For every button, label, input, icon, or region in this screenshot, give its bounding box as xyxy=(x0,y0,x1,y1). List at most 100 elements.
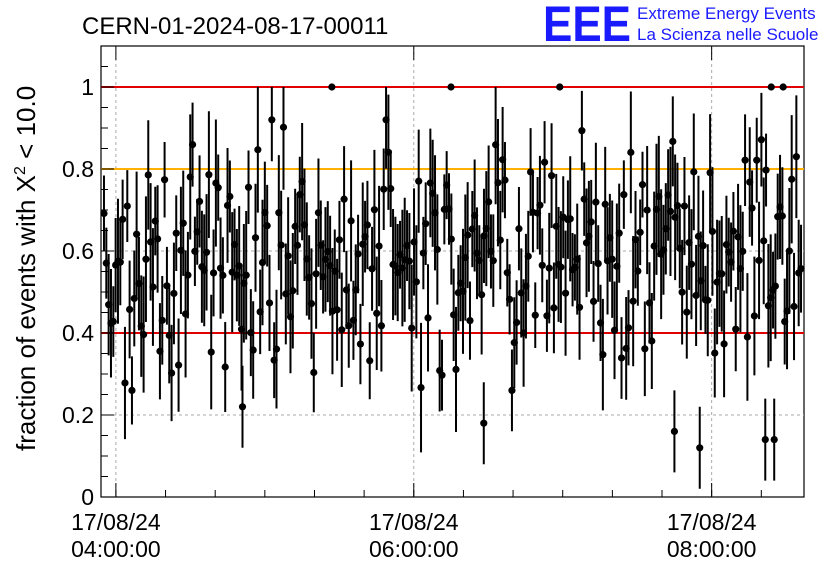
data-point xyxy=(466,317,474,325)
data-point xyxy=(785,247,793,255)
data-point xyxy=(202,248,211,256)
data-point xyxy=(550,304,558,312)
data-point xyxy=(666,207,675,216)
y-tick-labels: 0 0.2 0.4 0.6 0.8 1 xyxy=(62,74,94,510)
data-point xyxy=(170,289,178,298)
data-point xyxy=(608,255,616,263)
data-point xyxy=(732,325,740,333)
data-point xyxy=(696,444,704,452)
data-point xyxy=(415,177,423,185)
data-point xyxy=(244,183,253,191)
data-point xyxy=(790,302,798,311)
data-point xyxy=(328,83,336,91)
data-point xyxy=(513,318,521,327)
data-point xyxy=(673,201,682,210)
plot-area xyxy=(100,45,805,498)
data-point xyxy=(755,256,763,265)
data-point xyxy=(195,197,204,206)
data-point xyxy=(214,184,222,192)
data-point xyxy=(760,237,768,245)
data-point xyxy=(624,324,633,332)
y-title-symbol: X xyxy=(11,175,41,192)
data-point xyxy=(116,258,124,266)
data-point xyxy=(452,365,460,374)
data-point xyxy=(268,116,276,124)
data-point xyxy=(748,204,756,212)
data-point xyxy=(669,137,677,145)
data-point xyxy=(629,297,637,305)
data-point xyxy=(284,252,292,260)
data-point xyxy=(720,340,728,348)
data-point xyxy=(188,140,197,149)
data-point xyxy=(708,227,717,236)
data-point xyxy=(770,436,778,444)
data-point xyxy=(251,234,260,242)
data-point xyxy=(205,171,213,179)
data-point xyxy=(778,212,786,220)
data-point xyxy=(638,181,647,189)
x-tick-time: 06:00:00 xyxy=(369,536,459,562)
data-point xyxy=(144,171,152,179)
data-point xyxy=(172,229,180,237)
data-point xyxy=(335,236,344,244)
data-series xyxy=(100,83,805,489)
data-point xyxy=(741,156,749,164)
y-axis-title: fraction of events with X2 < 10.0 xyxy=(11,86,41,451)
data-point xyxy=(683,308,691,316)
data-point xyxy=(545,264,553,272)
data-point xyxy=(307,299,316,308)
data-point xyxy=(366,357,374,365)
data-point xyxy=(757,136,765,144)
y-tick-label: 0.8 xyxy=(62,156,94,182)
data-point xyxy=(279,123,288,131)
y-title-suffix: < 10.0 xyxy=(11,86,41,166)
data-point xyxy=(345,322,353,330)
data-point xyxy=(753,156,761,164)
x-tick-date: 17/08/24 xyxy=(71,509,161,535)
data-point xyxy=(254,146,262,154)
data-point xyxy=(587,218,595,226)
data-point xyxy=(641,345,649,353)
data-point xyxy=(506,295,514,303)
data-point xyxy=(277,241,285,249)
data-point xyxy=(126,305,134,314)
data-point xyxy=(547,172,556,180)
data-point xyxy=(380,185,388,193)
data-point xyxy=(424,314,432,322)
data-point xyxy=(739,247,747,255)
data-point xyxy=(209,269,218,277)
y-tick-label: 1 xyxy=(81,74,94,100)
data-point xyxy=(140,330,148,339)
data-point xyxy=(711,349,719,357)
data-point xyxy=(438,371,446,379)
data-point xyxy=(540,158,549,166)
data-point xyxy=(422,220,430,228)
data-point xyxy=(508,386,516,394)
y-tick-label: 0 xyxy=(81,484,94,510)
data-point xyxy=(160,176,169,184)
data-point xyxy=(767,83,775,91)
data-point xyxy=(128,386,136,394)
data-point xyxy=(338,326,346,334)
data-point xyxy=(634,267,642,275)
data-point xyxy=(561,289,570,297)
data-point xyxy=(179,219,187,227)
data-point xyxy=(249,346,257,354)
data-point xyxy=(690,168,698,176)
data-point xyxy=(464,231,472,239)
data-point xyxy=(524,252,532,260)
data-point xyxy=(779,83,787,91)
data-point xyxy=(617,354,626,362)
data-point xyxy=(263,222,271,230)
data-point xyxy=(219,271,227,279)
data-point xyxy=(678,288,686,296)
data-point xyxy=(375,242,383,250)
data-point xyxy=(478,291,486,299)
data-point xyxy=(557,263,565,271)
data-point xyxy=(377,322,385,330)
data-point xyxy=(480,419,488,427)
data-point xyxy=(433,245,441,254)
data-point xyxy=(153,235,162,243)
data-point xyxy=(556,83,564,91)
data-point xyxy=(792,153,800,161)
